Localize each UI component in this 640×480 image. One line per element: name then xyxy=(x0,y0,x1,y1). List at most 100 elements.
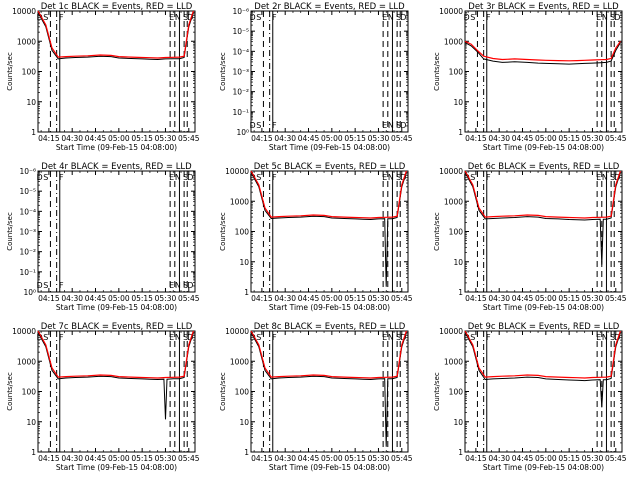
x-axis-label: Start Time (09-Feb-15 04:08:00) xyxy=(56,463,177,472)
event-rate-line xyxy=(250,172,407,287)
x-tick-label: 04:45 xyxy=(512,294,534,303)
region-label-top: N xyxy=(175,13,181,22)
y-tick-label: 1000 xyxy=(17,37,36,46)
chart-title: Det 7c BLACK = Events, RED = LLD xyxy=(41,322,193,332)
region-label-top: N xyxy=(388,333,394,342)
region-label-top: E xyxy=(596,13,601,22)
x-tick-label: 04:45 xyxy=(85,294,107,303)
x-tick-label: 05:15 xyxy=(131,134,153,143)
region-label-bottom: S xyxy=(256,121,261,130)
x-tick-label: 05:45 xyxy=(178,134,200,143)
y-tick-label: 1 xyxy=(458,288,463,297)
region-label-top: D xyxy=(463,173,469,182)
y-tick-label: 100 xyxy=(235,228,250,237)
y-tick-label: 100 xyxy=(22,388,37,397)
region-label-top: D xyxy=(400,333,406,342)
chart-panel-4: Det 4r BLACK = Events, RED = LLD 10⁰ 10⁻¹ 1… xyxy=(6,162,200,312)
y-tick-label: 100 xyxy=(235,388,250,397)
chart-title: Det 6c BLACK = Events, RED = LLD xyxy=(468,162,620,172)
region-label-top: N xyxy=(175,173,181,182)
x-tick-label: 04:30 xyxy=(61,454,83,463)
region-label-top: F xyxy=(59,13,64,22)
y-tick-label: 10 xyxy=(239,258,249,267)
region-label-top: N xyxy=(602,13,608,22)
axis-frame xyxy=(464,330,623,453)
region-label-top: S xyxy=(610,333,615,342)
y-tick-label: 10000 xyxy=(12,7,36,16)
x-tick-label: 05:30 xyxy=(582,134,604,143)
x-tick-label: 04:45 xyxy=(298,454,320,463)
region-label-top: N xyxy=(388,173,394,182)
region-label-top: D xyxy=(463,333,469,342)
x-tick-label: 04:15 xyxy=(465,134,487,143)
y-tick-label: 10⁻³ xyxy=(232,68,249,77)
y-tick-label: 10⁻⁴ xyxy=(232,47,249,56)
x-tick-label: 05:30 xyxy=(155,454,177,463)
y-tick-label: 10000 xyxy=(225,167,249,176)
lld-rate-line xyxy=(464,330,621,379)
region-label-top: S xyxy=(183,13,188,22)
y-tick-label: 1000 xyxy=(444,357,463,366)
x-tick-label: 05:15 xyxy=(344,134,366,143)
y-tick-label: 10⁻⁶ xyxy=(19,167,36,176)
x-tick-label: 05:45 xyxy=(605,134,627,143)
chart-panel-2: Det 2r BLACK = Events, RED = LLD 10⁰ 10⁻¹ 1… xyxy=(219,2,413,152)
x-tick-label: 04:45 xyxy=(85,134,107,143)
y-tick-label: 10⁻¹ xyxy=(232,108,249,117)
x-tick-label: 04:30 xyxy=(488,134,510,143)
x-tick-label: 04:15 xyxy=(251,294,273,303)
y-axis-label: Counts/sec xyxy=(219,372,227,411)
x-tick-label: 05:15 xyxy=(558,294,580,303)
region-label-top: S xyxy=(396,333,401,342)
y-tick-label: 10⁻² xyxy=(19,248,36,257)
region-label-top: D xyxy=(187,13,193,22)
x-tick-label: 05:00 xyxy=(321,294,343,303)
region-label-top: S xyxy=(610,173,615,182)
lld-rate-line xyxy=(37,330,194,379)
x-tick-label: 05:45 xyxy=(178,454,200,463)
region-label-top: F xyxy=(59,333,64,342)
y-tick-label: 10 xyxy=(453,418,463,427)
y-tick-label: 100 xyxy=(449,228,464,237)
x-tick-label: 04:30 xyxy=(274,454,296,463)
y-tick-label: 10⁻⁴ xyxy=(19,207,36,216)
region-label-top: E xyxy=(382,13,387,22)
x-tick-label: 04:15 xyxy=(251,454,273,463)
lld-rate-line xyxy=(464,170,621,219)
region-label-top: D xyxy=(249,333,255,342)
region-label-top: S xyxy=(470,333,475,342)
y-tick-label: 10000 xyxy=(439,167,463,176)
chart-title: Det 3r BLACK = Events, RED = LLD xyxy=(468,2,619,12)
region-label-top: F xyxy=(486,173,491,182)
region-label-bottom: N xyxy=(388,121,394,130)
x-axis-label: Start Time (09-Feb-15 04:08:00) xyxy=(56,303,177,312)
x-axis-label: Start Time (09-Feb-15 04:08:00) xyxy=(483,463,604,472)
y-tick-label: 1 xyxy=(458,448,463,457)
event-rate-line xyxy=(464,172,621,265)
region-label-bottom: E xyxy=(382,121,387,130)
region-label-top: E xyxy=(596,173,601,182)
y-tick-label: 10⁻⁶ xyxy=(232,7,249,16)
region-label-top: E xyxy=(596,333,601,342)
region-label-top: S xyxy=(256,13,261,22)
x-tick-label: 05:30 xyxy=(368,134,390,143)
region-label-top: D xyxy=(249,13,255,22)
y-tick-label: 1 xyxy=(458,128,463,137)
y-tick-label: 10⁻⁵ xyxy=(19,187,36,196)
region-label-top: D xyxy=(614,13,620,22)
event-rate-line xyxy=(464,42,621,65)
y-tick-label: 1000 xyxy=(17,357,36,366)
y-tick-label: 10000 xyxy=(225,327,249,336)
region-label-top: S xyxy=(610,13,615,22)
y-tick-label: 10 xyxy=(26,98,36,107)
x-tick-label: 05:45 xyxy=(605,454,627,463)
region-label-top: E xyxy=(382,333,387,342)
x-tick-label: 05:15 xyxy=(131,454,153,463)
axis-frame xyxy=(37,10,196,133)
chart-panel-1: Det 1c BLACK = Events, RED = LLD 1 10 100 10… xyxy=(6,2,200,152)
y-tick-label: 100 xyxy=(449,68,464,77)
region-label-bottom: F xyxy=(59,281,64,290)
region-label-top: N xyxy=(602,333,608,342)
x-tick-label: 04:30 xyxy=(61,294,83,303)
